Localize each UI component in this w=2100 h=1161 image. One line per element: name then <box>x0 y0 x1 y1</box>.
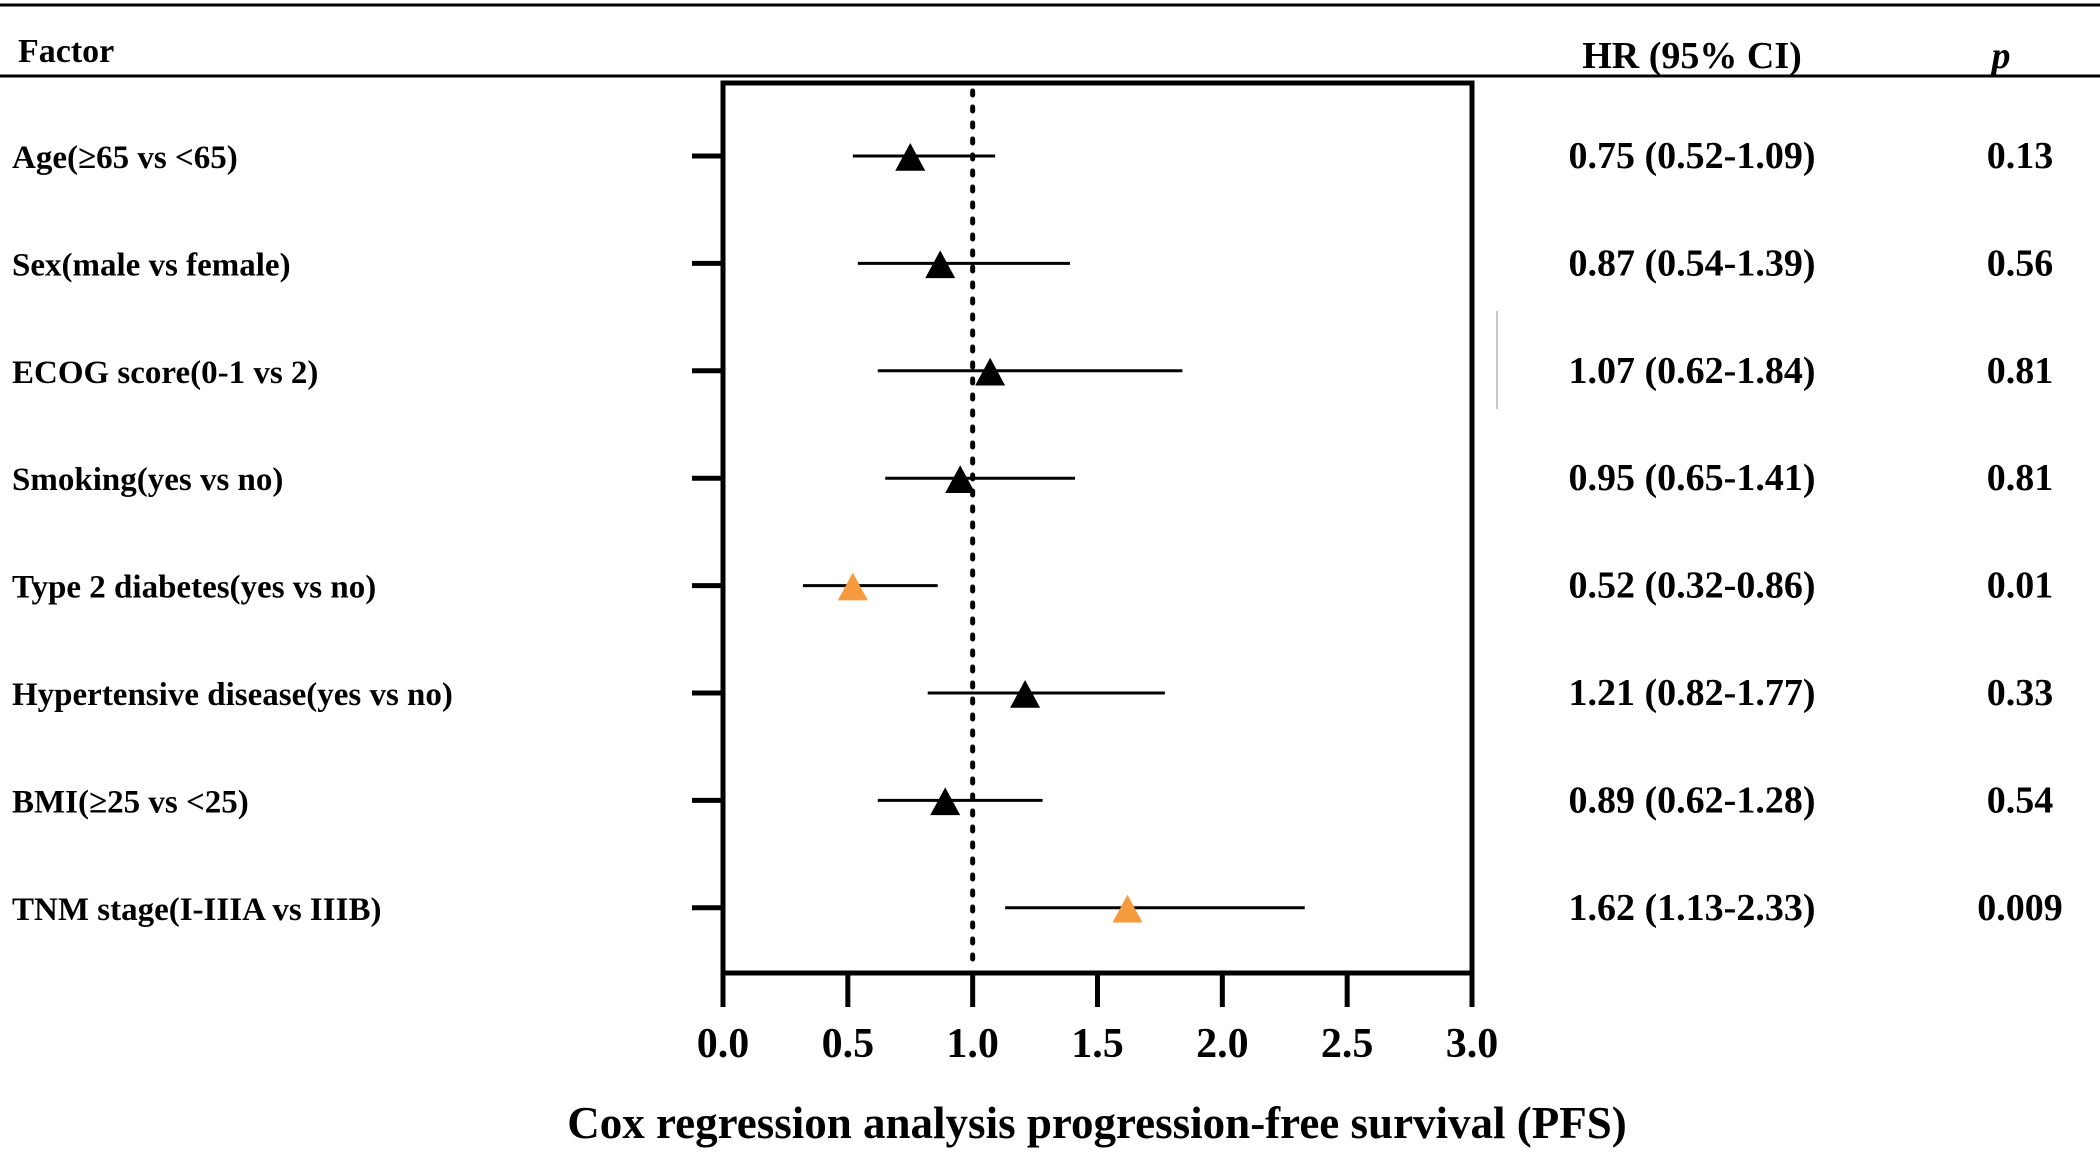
rows-group: Age(≥65 vs <65) 0.75 (0.52-1.09) 0.13 Sex(m… <box>12 135 2063 929</box>
x-tick-label: 1.5 <box>1071 1021 1124 1067</box>
x-axis: 0.0 0.5 1.0 1.5 2.0 2.5 3.0 <box>697 973 1499 1067</box>
factor-label: Age(≥65 vs <65) <box>12 140 238 176</box>
p-value: 0.009 <box>1977 887 2063 929</box>
hr-marker <box>895 143 926 171</box>
header-p: p <box>1989 35 2011 77</box>
forest-row: Age(≥65 vs <65) 0.75 (0.52-1.09) 0.13 <box>12 135 2053 177</box>
hr-marker <box>945 465 976 493</box>
hr-marker <box>975 357 1006 386</box>
factor-label: BMI(≥25 vs <25) <box>12 784 249 820</box>
factor-label: Type 2 diabetes(yes vs no) <box>12 570 376 606</box>
x-tick-label: 2.5 <box>1321 1021 1374 1067</box>
p-value: 0.81 <box>1987 457 2054 499</box>
p-value: 0.54 <box>1987 779 2054 821</box>
hr-ci-value: 0.95 (0.65-1.41) <box>1569 457 1816 499</box>
p-value: 0.56 <box>1987 242 2054 284</box>
hr-ci-value: 0.87 (0.54-1.39) <box>1569 242 1816 284</box>
forest-row: BMI(≥25 vs <25) 0.89 (0.62-1.28) 0.54 <box>12 779 2053 821</box>
factor-label: Smoking(yes vs no) <box>12 462 283 498</box>
x-tick-label: 3.0 <box>1446 1021 1499 1067</box>
hr-ci-value: 1.21 (0.82-1.77) <box>1569 672 1816 714</box>
p-value: 0.01 <box>1987 565 2054 607</box>
header-hr: HR (95% CI) <box>1582 35 1802 77</box>
hr-ci-value: 1.62 (1.13-2.33) <box>1569 887 1816 929</box>
factor-label: ECOG score(0-1 vs 2) <box>12 355 318 391</box>
header-factor: Factor <box>18 33 114 70</box>
x-tick-label: 2.0 <box>1196 1021 1249 1067</box>
forest-row: Sex(male vs female) 0.87 (0.54-1.39) 0.56 <box>12 242 2053 284</box>
p-value: 0.81 <box>1987 350 2054 392</box>
x-axis-title: Cox regression analysis progression-free… <box>567 1098 1627 1148</box>
forest-row: ECOG score(0-1 vs 2) 1.07 (0.62-1.84) 0.81 <box>12 350 2053 392</box>
forest-row: TNM stage(I-IIIA vs IIIB) 1.62 (1.13-2.33… <box>12 887 2063 929</box>
x-tick-label: 0.0 <box>697 1021 750 1067</box>
p-value: 0.13 <box>1987 135 2054 177</box>
hr-ci-value: 0.89 (0.62-1.28) <box>1569 779 1816 821</box>
forest-row: Hypertensive disease(yes vs no) 1.21 (0.8… <box>12 672 2053 714</box>
x-tick-label: 0.5 <box>822 1021 875 1067</box>
factor-label: TNM stage(I-IIIA vs IIIB) <box>12 892 381 928</box>
forest-row: Type 2 diabetes(yes vs no) 0.52 (0.32-0.8… <box>12 565 2053 607</box>
hr-marker <box>1010 680 1041 708</box>
factor-label: Hypertensive disease(yes vs no) <box>12 677 453 713</box>
hr-ci-value: 0.52 (0.32-0.86) <box>1569 565 1816 607</box>
x-tick-label: 1.0 <box>946 1021 999 1067</box>
hr-ci-value: 1.07 (0.62-1.84) <box>1569 350 1816 392</box>
hr-marker <box>930 787 961 816</box>
hr-marker <box>837 572 868 601</box>
hr-marker <box>925 250 956 279</box>
forest-row: Smoking(yes vs no) 0.95 (0.65-1.41) 0.81 <box>12 457 2053 499</box>
p-value: 0.33 <box>1987 672 2054 714</box>
factor-label: Sex(male vs female) <box>12 247 291 283</box>
hr-marker <box>1112 894 1143 923</box>
plot-frame <box>720 80 1475 976</box>
hr-ci-value: 0.75 (0.52-1.09) <box>1569 135 1816 177</box>
